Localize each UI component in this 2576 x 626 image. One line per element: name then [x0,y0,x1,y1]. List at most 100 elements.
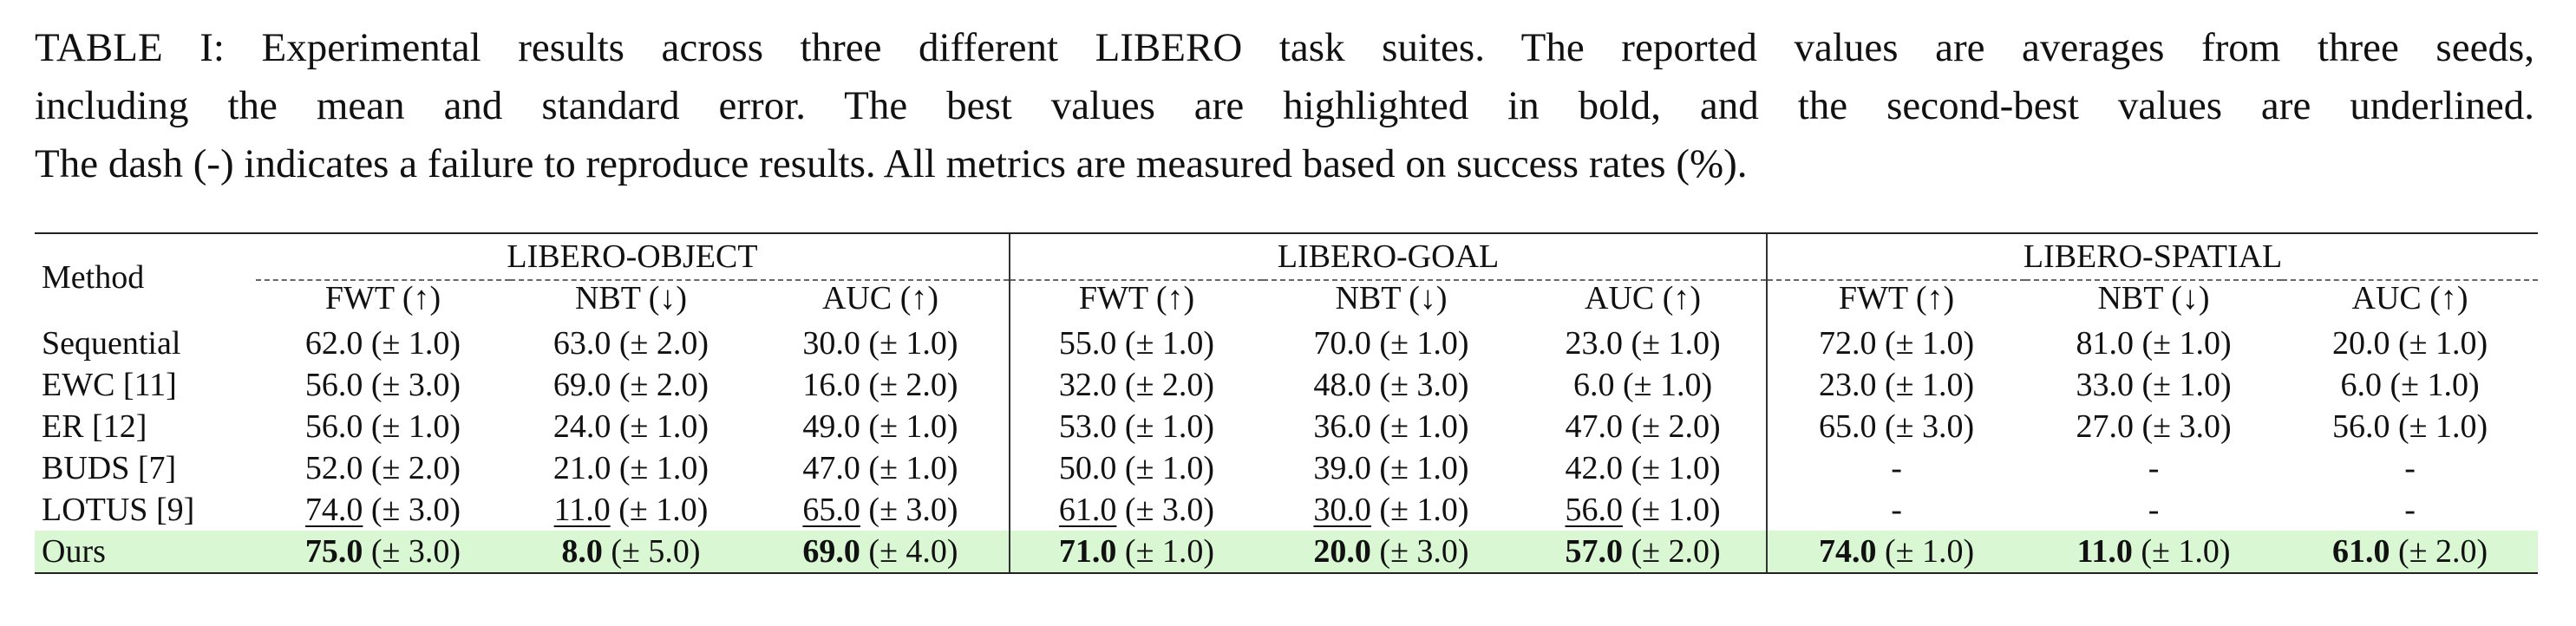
method-cell: Sequential [42,325,181,362]
value-cell: 62.0 (± 1.0) [256,321,510,364]
table-row: LOTUS [9] 74.0 (± 3.0) 11.0 (± 1.0) 65.0 (±… [35,489,2538,531]
value-cell: - [2025,489,2282,531]
mean-value: 56.0 [304,408,363,445]
metric-header: FWT (↑) [1766,280,2026,321]
mean-value: 20.0 [2331,325,2390,362]
mean-value: 56.0 [2331,408,2390,445]
mean-value: 56.0 [304,367,363,403]
value-cell: 74.0 (± 1.0) [1766,531,2026,574]
std-error: (± 1.0) [618,408,709,445]
std-error: (± 1.0) [1124,408,1215,445]
std-error: (± 1.0) [1622,367,1713,403]
mean-value: 30.0 [802,325,860,362]
value-cell: 24.0 (± 1.0) [510,406,752,447]
mean-value: - [2148,450,2160,486]
mean-value: 71.0 [1058,533,1117,570]
std-error: (± 1.0) [1124,533,1215,570]
std-error: (± 3.0) [1379,367,1469,403]
std-error: (± 3.0) [370,533,461,570]
results-table: Method LIBERO-OBJECT LIBERO-GOAL LIBERO-… [35,232,2539,574]
std-error: (± 1.0) [370,325,461,362]
value-cell: 75.0 (± 3.0) [256,531,510,574]
mean-value: 55.0 [1058,325,1117,362]
std-error: (± 2.0) [2397,533,2488,570]
method-cell: LOTUS [9] [42,492,195,528]
std-error: (± 4.0) [868,533,958,570]
method-cell: Ours [35,531,256,574]
value-cell: 53.0 (± 1.0) [1009,406,1264,447]
mean-value: 61.0 [1058,492,1117,528]
std-error: (± 1.0) [1631,492,1721,528]
mean-value: 53.0 [1058,408,1117,445]
value-cell: 72.0 (± 1.0) [1766,321,2026,364]
value-cell: 20.0 (± 3.0) [1263,531,1520,574]
mean-value: 65.0 [802,492,860,528]
mean-value: 36.0 [1313,408,1371,445]
mean-value: 61.0 [2331,533,2390,570]
mean-value: 47.0 [1565,408,1623,445]
table-row: EWC [11] 56.0 (± 3.0) 69.0 (± 2.0) 16.0 (± … [35,364,2538,406]
mean-value: 42.0 [1565,450,1623,486]
value-cell: - [2282,489,2538,531]
value-cell: 30.0 (± 1.0) [752,321,1010,364]
std-error: (± 1.0) [1379,408,1469,445]
std-error: (± 2.0) [1631,408,1721,445]
table-body: Sequential 62.0 (± 1.0) 63.0 (± 2.0) 30.0 (… [35,321,2539,574]
mean-value: 39.0 [1313,450,1371,486]
table-row: Ours 75.0 (± 3.0) 8.0 (± 5.0) 69.0 (± 4.0) 7… [35,531,2539,574]
std-error: (± 1.0) [370,408,461,445]
value-cell: - [2282,447,2538,489]
std-error: (± 1.0) [1124,450,1215,486]
value-cell: 81.0 (± 1.0) [2025,321,2282,364]
metric-header: AUC (↑) [2351,280,2468,316]
mean-value: 48.0 [1313,367,1371,403]
value-cell: 30.0 (± 1.0) [1263,489,1520,531]
mean-value: 81.0 [2076,325,2134,362]
value-cell: 21.0 (± 1.0) [510,447,752,489]
metric-header: FWT (↑) [324,280,441,316]
value-cell: 70.0 (± 1.0) [1263,321,1520,364]
std-error: (± 1.0) [1379,492,1469,528]
value-cell: 55.0 (± 1.0) [1009,321,1264,364]
caption-line: TABLE I: Experimental results across thr… [35,25,2534,70]
caption-line: including the mean and standard error. T… [35,83,2534,128]
std-error: (± 2.0) [370,450,461,486]
std-error: (± 2.0) [618,325,709,362]
mean-value: 11.0 [2076,533,2133,570]
mean-value: 33.0 [2076,367,2134,403]
std-error: (± 1.0) [1124,325,1215,362]
std-error: (± 1.0) [1379,450,1469,486]
metric-header: NBT (↓) [574,280,688,316]
value-cell: 11.0 (± 1.0) [510,489,752,531]
value-cell: 57.0 (± 2.0) [1520,531,1768,574]
std-error: (± 3.0) [370,367,461,403]
table-row: BUDS [7] 52.0 (± 2.0) 21.0 (± 1.0) 47.0 (± … [35,447,2538,489]
value-cell: 23.0 (± 1.0) [1520,321,1767,364]
value-cell: 27.0 (± 3.0) [2025,406,2282,447]
value-cell: 65.0 (± 3.0) [752,489,1010,531]
value-cell: 69.0 (± 2.0) [510,364,752,406]
value-cell: 42.0 (± 1.0) [1520,447,1767,489]
mean-value: 20.0 [1313,533,1371,570]
std-error: (± 1.0) [868,325,958,362]
value-cell: 33.0 (± 1.0) [2025,364,2282,406]
value-cell: - [2025,447,2282,489]
value-cell: 69.0 (± 4.0) [752,531,1010,574]
caption-line: The dash (-) indicates a failure to repr… [35,141,1748,186]
mean-value: 50.0 [1058,450,1117,486]
mean-value: 70.0 [1313,325,1371,362]
metric-header: NBT (↓) [2097,280,2210,316]
value-cell: 47.0 (± 2.0) [1520,406,1767,447]
mean-value: 21.0 [552,450,611,486]
mean-value: 8.0 [561,533,603,570]
value-cell: 16.0 (± 2.0) [752,364,1010,406]
value-cell: 20.0 (± 1.0) [2282,321,2538,364]
mean-value: 16.0 [802,367,860,403]
std-error: (± 3.0) [1379,533,1469,570]
metric-header: NBT (↓) [1335,280,1448,316]
value-cell: - [1766,447,2026,489]
std-error: (± 1.0) [1631,450,1721,486]
value-cell: 63.0 (± 2.0) [510,321,752,364]
std-error: (± 1.0) [1884,367,1975,403]
table-row: Sequential 62.0 (± 1.0) 63.0 (± 2.0) 30.0 (… [35,321,2538,364]
